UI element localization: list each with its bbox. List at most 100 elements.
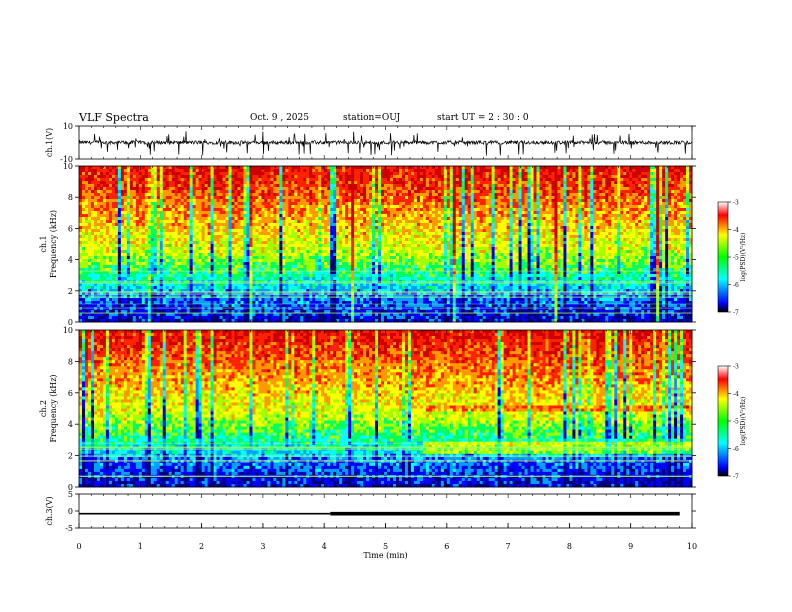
spectrogram-cell <box>635 232 639 236</box>
spectrogram-cell <box>111 175 116 179</box>
spectrogram-cell <box>524 181 528 185</box>
spectrogram-cell <box>240 169 244 173</box>
spectrogram-cell <box>162 232 167 236</box>
spectrogram-cell <box>668 187 672 191</box>
spectrogram-cell <box>410 187 415 191</box>
spectrogram-cell <box>599 205 603 209</box>
spectrogram-cell <box>96 205 101 209</box>
spectrogram-cell <box>410 220 415 224</box>
spectrogram-cell <box>629 193 633 197</box>
spectrogram-cell <box>674 181 678 185</box>
spectrogram-cell <box>108 181 113 185</box>
spectrogram-cell <box>162 211 167 215</box>
spectrogram-cell <box>680 175 684 179</box>
spectrogram-cell <box>521 199 525 203</box>
spectrogram-cell <box>614 196 618 200</box>
spectrogram-cell <box>207 208 211 212</box>
spectrogram-cell <box>392 223 397 227</box>
spectrogram-cell <box>686 175 690 179</box>
spectrogram-cell <box>312 226 316 230</box>
spectrogram-cell <box>177 208 182 212</box>
spectrogram-cell <box>659 199 663 203</box>
spectrogram-cell <box>378 172 382 176</box>
spectrogram-cell <box>339 217 343 221</box>
spectrogram-cell <box>79 235 83 239</box>
spectrogram-cell <box>168 190 173 194</box>
spectrogram-cell <box>336 172 340 176</box>
spectrogram-cell <box>500 226 505 230</box>
spectrogram-cell <box>138 235 143 239</box>
spectrogram-cell <box>141 229 146 233</box>
spectrogram-cell <box>689 187 693 191</box>
spectrogram-cell <box>551 166 555 170</box>
chart-title: VLF Spectra <box>79 111 149 124</box>
spectrogram-cell <box>395 205 400 209</box>
spectrogram-cell <box>123 196 128 200</box>
spectrogram-cell <box>557 190 561 194</box>
spectrogram-cell <box>446 172 451 176</box>
spectrogram-cell <box>443 217 448 221</box>
spectrogram-cell <box>593 172 597 176</box>
spectrogram-cell <box>135 193 140 197</box>
spectrogram-cell <box>243 211 247 215</box>
spectrogram-cell <box>204 217 208 221</box>
spectrogram-cell <box>452 226 457 230</box>
spectrogram-cell <box>312 211 316 215</box>
spectrogram-cell <box>135 169 140 173</box>
spectrogram-cell <box>500 178 505 182</box>
spectrogram-cell <box>294 226 298 230</box>
spectrogram-cell <box>584 169 588 173</box>
spectrogram-cell <box>345 223 349 227</box>
spectrogram-cell <box>315 220 319 224</box>
spectrogram-cell <box>333 175 337 179</box>
spectrogram-cell <box>653 214 657 218</box>
spectrogram-cell <box>545 217 549 221</box>
spectrogram-cell <box>671 181 675 185</box>
spectrogram-cell <box>330 166 334 170</box>
spectrogram-cell <box>360 190 364 194</box>
spectrogram-cell <box>333 214 337 218</box>
spectrogram-cell <box>318 208 322 212</box>
spectrogram-cell <box>162 193 167 197</box>
spectrogram-cell <box>410 211 415 215</box>
spectrogram-cell <box>330 184 334 188</box>
spectrogram-cell <box>339 178 343 182</box>
spectrogram-cell <box>464 229 469 233</box>
spectrogram-cell <box>162 202 167 206</box>
spectrogram-cell <box>321 211 325 215</box>
spectrogram-cell <box>488 184 493 188</box>
spectrogram-cell <box>602 196 606 200</box>
spectrogram-cell <box>288 190 292 194</box>
spectrogram-cell <box>387 199 391 203</box>
spectrogram-cell <box>512 187 516 191</box>
spectrogram-cell <box>363 226 367 230</box>
spectrogram-cell <box>342 166 346 170</box>
spectrogram-cell <box>108 196 113 200</box>
spectrogram-cell <box>626 214 630 218</box>
spectrogram-cell <box>455 208 460 212</box>
spectrogram-cell <box>461 175 466 179</box>
spectrogram-cell <box>455 205 460 209</box>
spectrogram-cell <box>488 211 493 215</box>
spectrogram-cell <box>117 235 122 239</box>
spectrogram-cell <box>407 178 412 182</box>
spectrogram-cell <box>132 175 137 179</box>
spectrogram-cell <box>650 184 654 188</box>
spectrogram-cell <box>500 199 505 203</box>
spectrogram-cell <box>348 211 352 215</box>
spectrogram-cell <box>614 187 618 191</box>
spectrogram-cell <box>312 196 316 200</box>
spectrogram-cell <box>219 217 223 221</box>
spectrogram-cell <box>659 190 663 194</box>
spectrogram-cell <box>288 235 292 239</box>
spectrogram-cell <box>312 205 316 209</box>
spectrogram-cell <box>90 205 95 209</box>
spectrogram-cell <box>662 229 666 233</box>
spectrogram-cell <box>357 208 361 212</box>
spectrogram-cell <box>467 214 472 218</box>
spectrogram-cell <box>276 190 280 194</box>
spectrogram-cell <box>470 190 475 194</box>
spectrogram-cell <box>282 211 286 215</box>
spectrogram-cell <box>644 187 648 191</box>
spectrogram-cell <box>413 202 418 206</box>
